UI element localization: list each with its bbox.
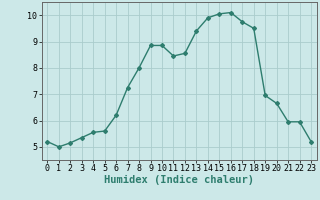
X-axis label: Humidex (Indice chaleur): Humidex (Indice chaleur) (104, 175, 254, 185)
